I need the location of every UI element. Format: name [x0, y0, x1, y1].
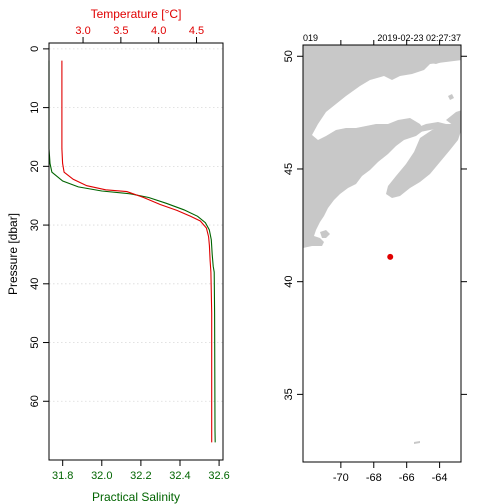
pressure-axis: 0 10 20 30 40 50 60 — [29, 46, 49, 407]
temperature-axis-title: Temperature [°C] — [91, 7, 182, 21]
longitude-tick-label: -66 — [399, 472, 415, 484]
cape-breton — [446, 110, 461, 128]
latitude-tick-label: 35 — [283, 388, 295, 400]
cape-cod — [320, 230, 330, 238]
profile-gridlines — [49, 48, 223, 402]
longitude-tick-label: -68 — [366, 472, 382, 484]
profile-plot-frame — [48, 42, 224, 461]
map-frame — [302, 44, 462, 463]
pressure-tick-label: 30 — [29, 219, 41, 231]
latitude-tick-label: 45 — [283, 163, 295, 175]
map-latitude-axis: 35 40 45 50 — [283, 50, 467, 401]
magdalen-islands — [448, 94, 454, 100]
map-header-station: 019 — [303, 33, 318, 43]
pressure-tick-label: 0 — [29, 46, 41, 52]
profile-panel: 3.0 3.5 4.0 4.5 31.8 32.0 32.2 32.4 32.6 0 10 20 3… — [6, 7, 230, 504]
map-longitude-axis: -70 -68 -66 -64 — [333, 40, 448, 484]
longitude-tick-label: -70 — [333, 472, 349, 484]
nova-scotia — [386, 124, 461, 198]
temperature-tick-label: 4.0 — [151, 25, 166, 37]
longitude-tick-label: -64 — [432, 472, 448, 484]
pressure-tick-label: 50 — [29, 336, 41, 348]
pei — [416, 122, 446, 132]
pressure-tick-label: 10 — [29, 101, 41, 113]
temperature-tick-label: 3.5 — [113, 25, 128, 37]
latitude-tick-label: 50 — [283, 50, 295, 62]
pressure-tick-label: 40 — [29, 278, 41, 290]
salinity-tick-label: 31.8 — [52, 470, 73, 482]
temperature-profile-line — [61, 60, 213, 443]
salinity-axis-title: Practical Salinity — [92, 490, 180, 504]
salinity-axis: 31.8 32.0 32.2 32.4 32.6 — [52, 460, 230, 482]
anticosti — [424, 54, 452, 64]
pressure-axis-title: Pressure [dbar] — [6, 213, 20, 295]
temperature-tick-label: 3.0 — [75, 25, 90, 37]
mainland-coast — [303, 45, 461, 248]
pressure-tick-label: 60 — [29, 395, 41, 407]
salinity-tick-label: 32.0 — [91, 470, 112, 482]
temperature-axis: 3.0 3.5 4.0 4.5 — [75, 25, 204, 43]
map-panel: -70 -68 -66 -64 35 40 45 50 019 2019-02-23 02:… — [283, 33, 467, 484]
sable-island — [414, 441, 420, 444]
salinity-tick-label: 32.2 — [130, 470, 151, 482]
salinity-tick-label: 32.4 — [169, 470, 190, 482]
station-marker — [387, 253, 394, 260]
map-land — [303, 45, 461, 444]
temperature-tick-label: 4.5 — [189, 25, 204, 37]
map-header-datetime: 2019-02-23 02:27:37 — [377, 33, 461, 43]
pressure-tick-label: 20 — [29, 160, 41, 172]
latitude-tick-label: 40 — [283, 276, 295, 288]
salinity-profile-line — [48, 60, 216, 443]
salinity-tick-label: 32.6 — [208, 470, 229, 482]
